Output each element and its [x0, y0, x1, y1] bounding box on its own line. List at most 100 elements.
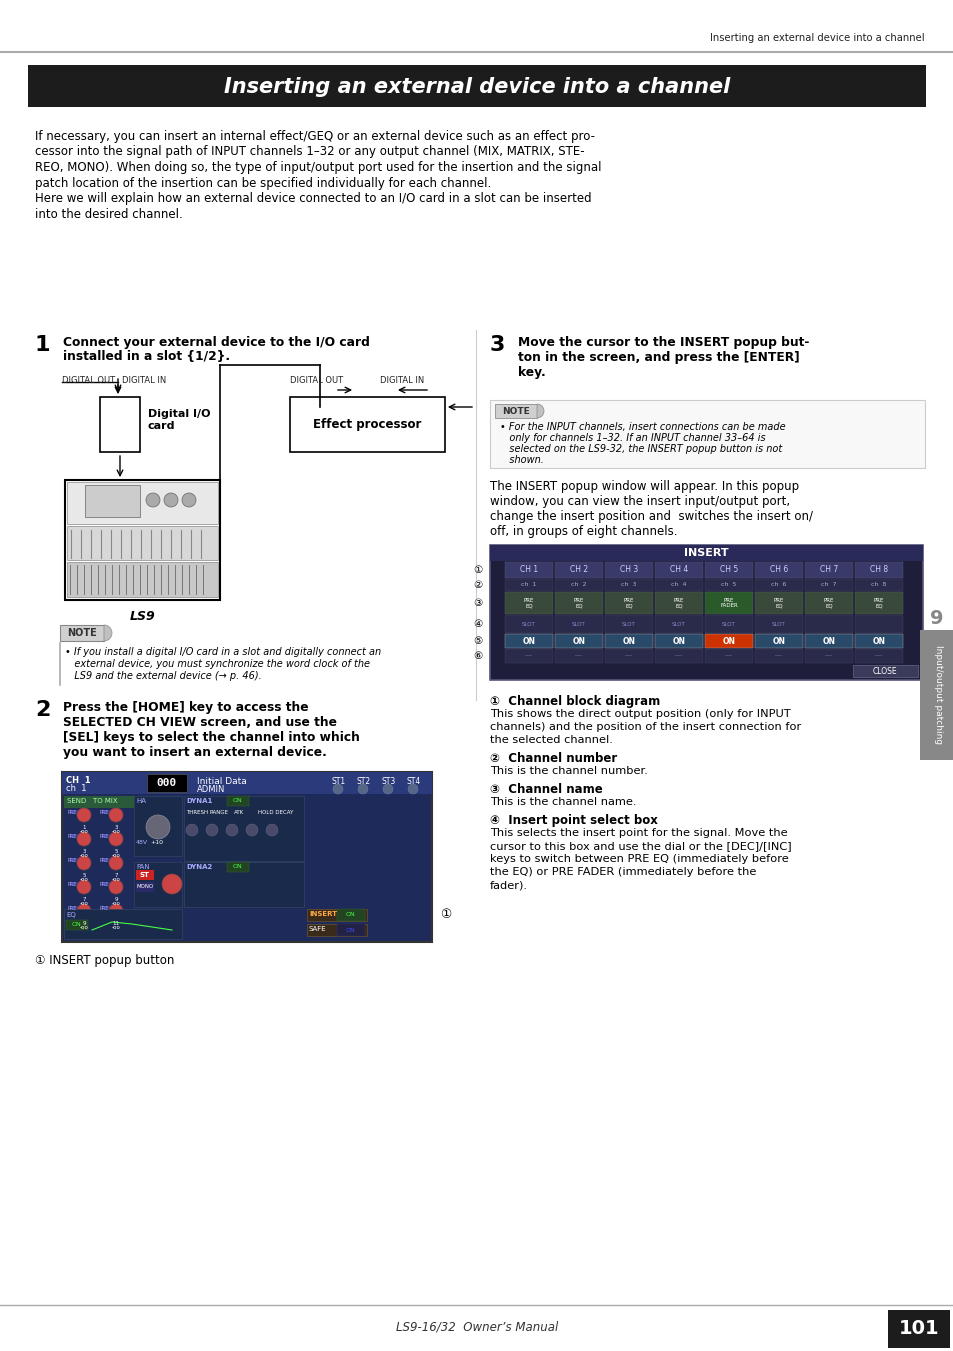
- Text: Initial Data: Initial Data: [196, 777, 247, 786]
- Text: you want to insert an external device.: you want to insert an external device.: [63, 746, 327, 759]
- Text: CLOSE: CLOSE: [872, 666, 897, 676]
- Text: ST1: ST1: [332, 777, 346, 786]
- Circle shape: [77, 880, 91, 894]
- Bar: [28, 65, 925, 107]
- Circle shape: [77, 808, 91, 821]
- Bar: [887, 1310, 949, 1348]
- Bar: [102, 834, 110, 838]
- Text: 101: 101: [898, 1320, 939, 1339]
- Text: ----: ----: [824, 654, 832, 658]
- Text: window, you can view the insert input/output port,: window, you can view the insert input/ou…: [490, 494, 789, 508]
- Bar: [336, 909, 365, 921]
- Circle shape: [333, 784, 343, 794]
- Bar: [504, 592, 553, 613]
- Bar: [804, 562, 852, 578]
- Text: Here we will explain how an external device connected to an I/O card in a slot c: Here we will explain how an external dev…: [35, 192, 591, 205]
- Text: PRE: PRE: [100, 809, 110, 815]
- Text: ②: ②: [473, 580, 482, 590]
- Bar: [555, 592, 602, 613]
- Bar: [854, 562, 902, 578]
- Bar: [70, 858, 78, 862]
- Bar: [704, 615, 752, 634]
- Text: -oo: -oo: [112, 852, 120, 858]
- Text: Digital I/O: Digital I/O: [148, 409, 211, 419]
- Text: ST3: ST3: [381, 777, 395, 786]
- Text: DYNA2: DYNA2: [186, 865, 212, 870]
- Wedge shape: [537, 404, 543, 417]
- Text: CH 8: CH 8: [869, 566, 887, 574]
- Text: CH 6: CH 6: [769, 566, 787, 574]
- Bar: [804, 634, 852, 648]
- Text: ON: ON: [772, 636, 784, 646]
- Circle shape: [146, 815, 170, 839]
- Text: CH 1: CH 1: [519, 566, 537, 574]
- Circle shape: [186, 824, 198, 836]
- Bar: [854, 615, 902, 634]
- Text: ON: ON: [233, 798, 243, 804]
- Text: 7: 7: [114, 873, 117, 878]
- Circle shape: [77, 832, 91, 846]
- Text: ①: ①: [439, 908, 451, 921]
- Bar: [70, 882, 78, 886]
- Bar: [604, 648, 652, 663]
- Text: -oo: -oo: [79, 852, 89, 858]
- Circle shape: [146, 493, 160, 507]
- Text: ⑤: ⑤: [473, 636, 482, 646]
- Circle shape: [226, 824, 237, 836]
- Text: ③  Channel name: ③ Channel name: [490, 784, 602, 796]
- Circle shape: [109, 904, 123, 917]
- Text: external device, you must synchronize the word clock of the: external device, you must synchronize th…: [65, 659, 370, 669]
- Text: This selects the insert point for the signal. Move the: This selects the insert point for the si…: [490, 828, 787, 838]
- Bar: [495, 404, 537, 417]
- Text: the EQ) or PRE FADER (immediately before the: the EQ) or PRE FADER (immediately before…: [490, 867, 756, 877]
- Bar: [136, 882, 153, 892]
- Text: 5: 5: [82, 873, 86, 878]
- Text: SLOT: SLOT: [721, 621, 735, 627]
- Text: ch  1: ch 1: [520, 582, 537, 588]
- Circle shape: [266, 824, 277, 836]
- Bar: [754, 580, 802, 590]
- Circle shape: [162, 874, 182, 894]
- Text: ch  2: ch 2: [571, 582, 586, 588]
- Text: ATK: ATK: [233, 811, 244, 815]
- Text: PRE: PRE: [68, 881, 77, 886]
- Bar: [604, 634, 652, 648]
- Bar: [70, 811, 78, 815]
- Text: 48V: 48V: [136, 840, 148, 844]
- Bar: [555, 615, 602, 634]
- Text: PRE
FADER: PRE FADER: [720, 597, 737, 608]
- Text: CH 5: CH 5: [720, 566, 738, 574]
- Text: • If you install a digital I/O card in a slot and digitally connect an: • If you install a digital I/O card in a…: [65, 647, 381, 657]
- Text: ch  8: ch 8: [870, 582, 885, 588]
- Text: PRE: PRE: [100, 858, 110, 862]
- Bar: [227, 796, 249, 807]
- Text: ----: ----: [524, 654, 533, 658]
- Bar: [136, 870, 153, 880]
- Text: -oo: -oo: [112, 925, 120, 929]
- Text: DYNA1: DYNA1: [186, 798, 213, 804]
- Bar: [184, 862, 304, 907]
- Text: ON: ON: [522, 636, 535, 646]
- Text: If necessary, you can insert an internal effect/GEQ or an external device such a: If necessary, you can insert an internal…: [35, 130, 595, 143]
- Text: ON: ON: [72, 923, 82, 928]
- Text: EQ: EQ: [66, 912, 75, 917]
- Bar: [133, 862, 182, 907]
- Text: PRE
EQ: PRE EQ: [873, 597, 883, 608]
- Bar: [184, 796, 304, 861]
- Bar: [704, 580, 752, 590]
- Text: 3: 3: [114, 825, 117, 830]
- Text: ch  3: ch 3: [620, 582, 636, 588]
- Text: INSERT: INSERT: [309, 911, 336, 917]
- Bar: [133, 796, 182, 857]
- Text: into the desired channel.: into the desired channel.: [35, 208, 183, 220]
- Text: PRE: PRE: [100, 834, 110, 839]
- Text: SAFE: SAFE: [309, 925, 326, 932]
- Text: ----: ----: [874, 654, 882, 658]
- Text: SLOT: SLOT: [771, 621, 785, 627]
- Text: 2: 2: [35, 700, 51, 720]
- Text: -oo: -oo: [112, 877, 120, 882]
- Circle shape: [246, 824, 257, 836]
- Text: ----: ----: [575, 654, 582, 658]
- Bar: [102, 858, 110, 862]
- Bar: [147, 774, 187, 792]
